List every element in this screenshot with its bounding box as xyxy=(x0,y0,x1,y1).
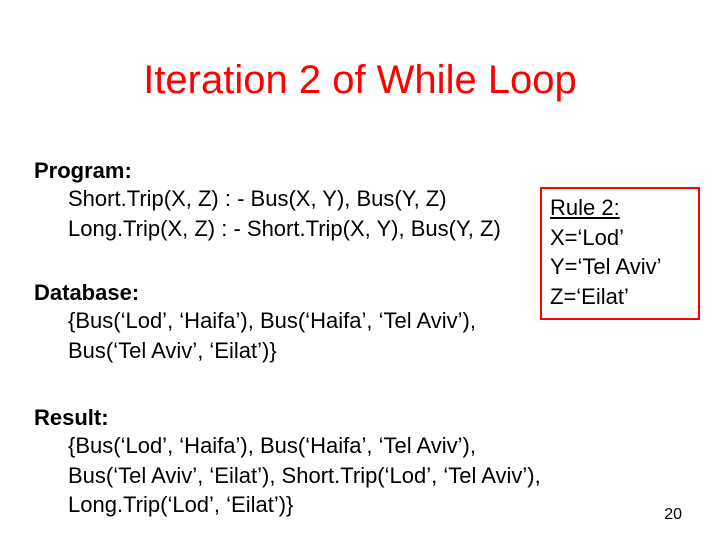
slide: Iteration 2 of While Loop Program: Short… xyxy=(0,0,720,540)
rule-z: Z=‘Eilat’ xyxy=(550,282,690,312)
slide-title: Iteration 2 of While Loop xyxy=(0,58,720,103)
page-number: 20 xyxy=(664,506,682,524)
database-section: Database: {Bus(‘Lod’, ‘Haifa’), Bus(‘Hai… xyxy=(34,280,530,365)
rule-x: X=‘Lod’ xyxy=(550,223,690,253)
result-section: Result: {Bus(‘Lod’, ‘Haifa’), Bus(‘Haifa… xyxy=(34,405,654,520)
result-line-2: Bus(‘Tel Aviv’, ‘Eilat’), Short.Trip(‘Lo… xyxy=(34,461,654,491)
program-label: Program: xyxy=(34,158,530,184)
database-line-2: Bus(‘Tel Aviv’, ‘Eilat’)} xyxy=(34,336,530,366)
program-line-2: Long.Trip(X, Z) : - Short.Trip(X, Y), Bu… xyxy=(34,214,530,244)
database-line-1: {Bus(‘Lod’, ‘Haifa’), Bus(‘Haifa’, ‘Tel … xyxy=(34,306,530,336)
program-line-1: Short.Trip(X, Z) : - Bus(X, Y), Bus(Y, Z… xyxy=(34,184,530,214)
rule-y: Y=‘Tel Aviv’ xyxy=(550,252,690,282)
rule-box: Rule 2: X=‘Lod’ Y=‘Tel Aviv’ Z=‘Eilat’ xyxy=(540,187,700,320)
program-section: Program: Short.Trip(X, Z) : - Bus(X, Y),… xyxy=(34,158,530,243)
result-line-3: Long.Trip(‘Lod’, ‘Eilat’)} xyxy=(34,490,654,520)
result-line-1: {Bus(‘Lod’, ‘Haifa’), Bus(‘Haifa’, ‘Tel … xyxy=(34,431,654,461)
result-label: Result: xyxy=(34,405,654,431)
database-label: Database: xyxy=(34,280,530,306)
rule-title: Rule 2: xyxy=(550,195,620,220)
